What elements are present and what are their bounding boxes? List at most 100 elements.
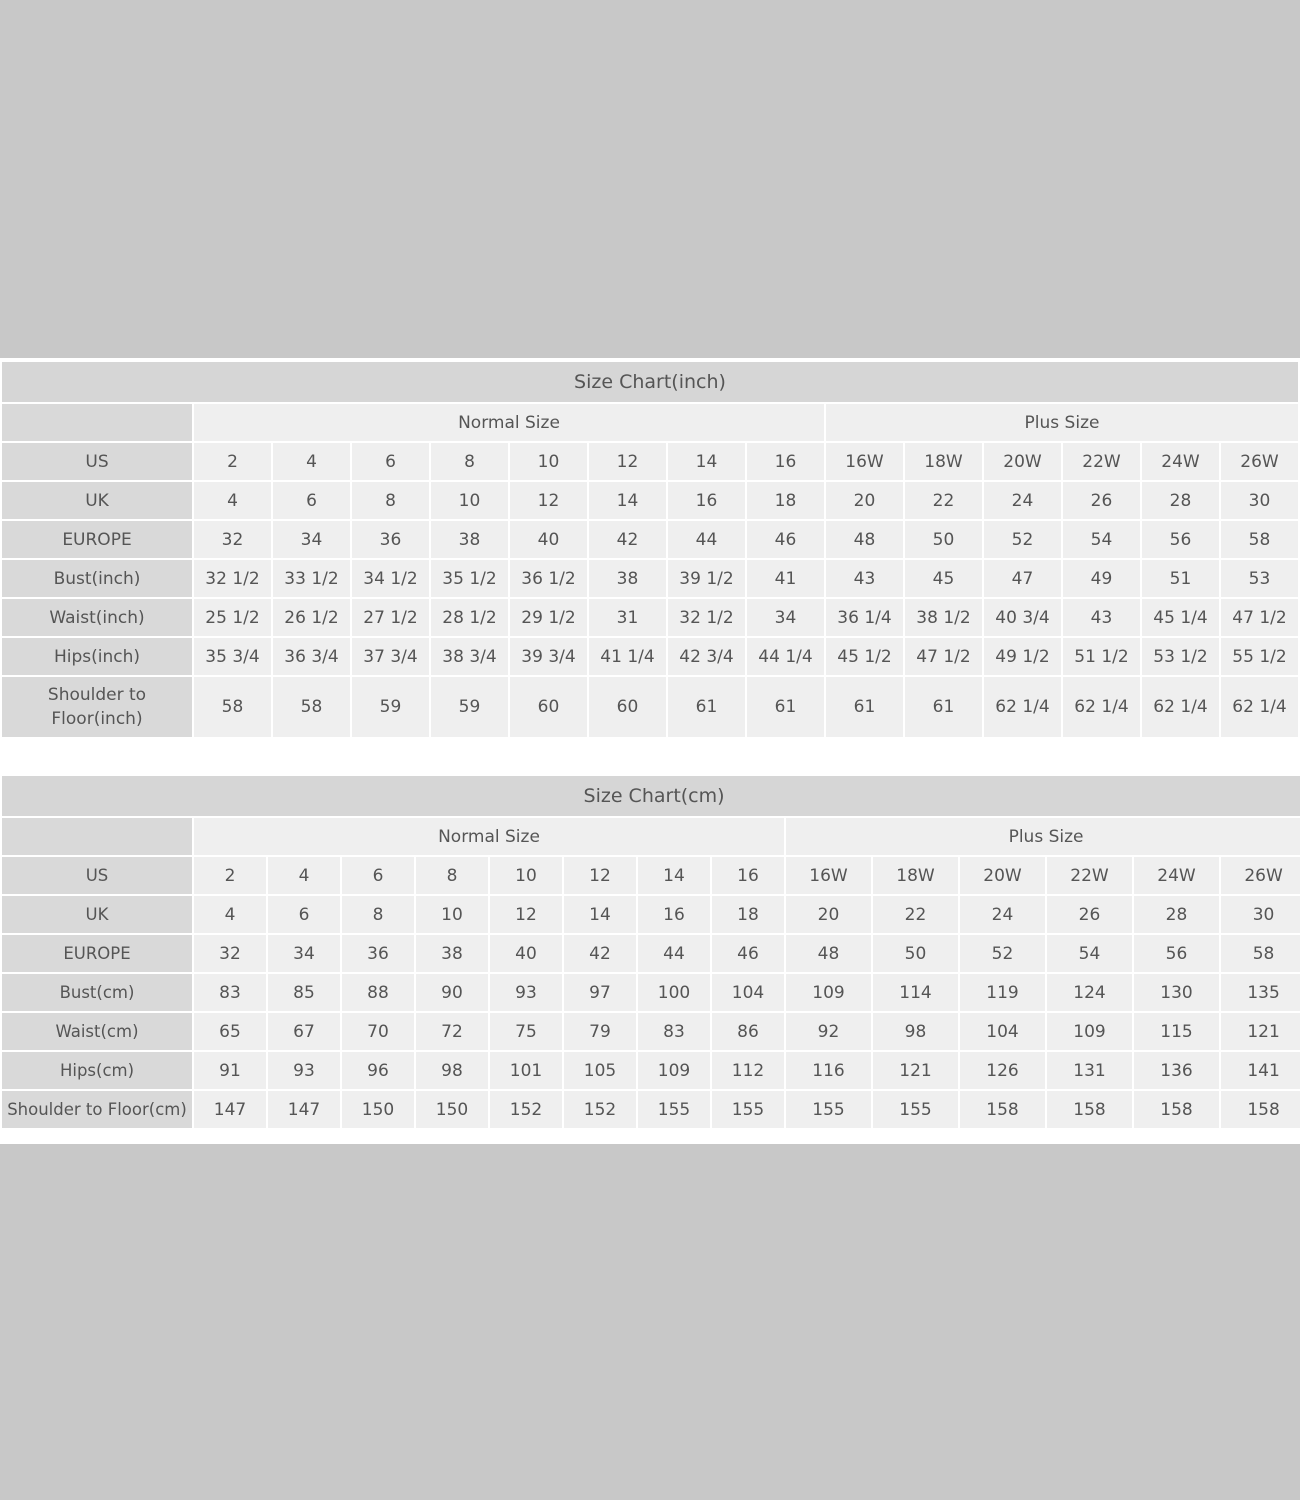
cell: 54 xyxy=(1063,521,1140,558)
cell: 45 1/4 xyxy=(1142,599,1219,636)
cell: 58 xyxy=(273,677,350,737)
cell: 22W xyxy=(1063,443,1140,480)
cell: 38 3/4 xyxy=(431,638,508,675)
size-table-cm: Size Chart(cm) Normal Size Plus Size US 2 4 6 8… xyxy=(0,774,1300,1130)
data-row: UK 4 6 8 10 12 14 16 18 20 22 24 26 28 30 xyxy=(2,482,1298,519)
cell: 38 xyxy=(416,935,488,972)
cell: 65 xyxy=(194,1013,266,1050)
row-label: EUROPE xyxy=(2,935,192,972)
cell: 36 1/2 xyxy=(510,560,587,597)
cell: 155 xyxy=(638,1091,710,1128)
cell: 109 xyxy=(786,974,871,1011)
cell: 147 xyxy=(194,1091,266,1128)
cell: 6 xyxy=(268,896,340,933)
cell: 16W xyxy=(786,857,871,894)
cell: 44 xyxy=(668,521,745,558)
cell: 32 xyxy=(194,521,271,558)
row-label: Bust(inch) xyxy=(2,560,192,597)
cell: 98 xyxy=(873,1013,958,1050)
data-row: Waist(inch) 25 1/2 26 1/2 27 1/2 28 1/2 29 1/… xyxy=(2,599,1298,636)
cell: 45 xyxy=(905,560,982,597)
cell: 152 xyxy=(564,1091,636,1128)
cell: 34 xyxy=(273,521,350,558)
cell: 83 xyxy=(638,1013,710,1050)
cell: 14 xyxy=(589,482,666,519)
row-label: UK xyxy=(2,482,192,519)
cell: 39 3/4 xyxy=(510,638,587,675)
cell: 10 xyxy=(510,443,587,480)
cell: 29 1/2 xyxy=(510,599,587,636)
group-header: Plus Size xyxy=(786,818,1300,855)
cell: 8 xyxy=(352,482,429,519)
cell: 93 xyxy=(490,974,562,1011)
cell: 35 3/4 xyxy=(194,638,271,675)
cell: 26W xyxy=(1221,857,1300,894)
cell: 46 xyxy=(712,935,784,972)
cell: 72 xyxy=(416,1013,488,1050)
cell: 98 xyxy=(416,1052,488,1089)
data-row: EUROPE 32 34 36 38 40 42 44 46 48 50 52 54 56 58 xyxy=(2,935,1300,972)
cell: 38 xyxy=(431,521,508,558)
row-label: UK xyxy=(2,896,192,933)
cell: 6 xyxy=(342,857,414,894)
cell: 24W xyxy=(1142,443,1219,480)
group-row: Normal Size Plus Size xyxy=(2,404,1298,441)
cell: 58 xyxy=(1221,521,1298,558)
data-row: Waist(cm) 65 67 70 72 75 79 83 86 92 98 104 109 115 12… xyxy=(2,1013,1300,1050)
cell: 10 xyxy=(490,857,562,894)
cell: 4 xyxy=(268,857,340,894)
cell: 67 xyxy=(268,1013,340,1050)
cell: 25 1/2 xyxy=(194,599,271,636)
cell: 61 xyxy=(668,677,745,737)
cell: 119 xyxy=(960,974,1045,1011)
cell: 141 xyxy=(1221,1052,1300,1089)
cell: 158 xyxy=(1047,1091,1132,1128)
cell: 150 xyxy=(416,1091,488,1128)
group-header: Normal Size xyxy=(194,818,784,855)
cell: 90 xyxy=(416,974,488,1011)
row-label: Bust(cm) xyxy=(2,974,192,1011)
cell: 6 xyxy=(352,443,429,480)
cell: 16 xyxy=(638,896,710,933)
cell: 147 xyxy=(268,1091,340,1128)
cell: 56 xyxy=(1134,935,1219,972)
row-label: US xyxy=(2,443,192,480)
cell: 43 xyxy=(826,560,903,597)
cell: 8 xyxy=(416,857,488,894)
row-label: US xyxy=(2,857,192,894)
size-table-inch: Size Chart(inch) Normal Size Plus Size US 2 4… xyxy=(0,360,1300,739)
cell: 61 xyxy=(905,677,982,737)
cell: 14 xyxy=(564,896,636,933)
cell: 16 xyxy=(747,443,824,480)
cell: 53 1/2 xyxy=(1142,638,1219,675)
row-label: EUROPE xyxy=(2,521,192,558)
cell: 36 xyxy=(352,521,429,558)
cell: 28 xyxy=(1142,482,1219,519)
cell: 32 1/2 xyxy=(668,599,745,636)
row-label: Hips(cm) xyxy=(2,1052,192,1089)
cell: 22 xyxy=(905,482,982,519)
cell: 16 xyxy=(712,857,784,894)
cell: 33 1/2 xyxy=(273,560,350,597)
cell: 121 xyxy=(873,1052,958,1089)
title-row: Size Chart(cm) xyxy=(2,776,1300,816)
cell: 130 xyxy=(1134,974,1219,1011)
cell: 61 xyxy=(826,677,903,737)
cell: 50 xyxy=(873,935,958,972)
data-row: Bust(inch) 32 1/2 33 1/2 34 1/2 35 1/2 36 1/2… xyxy=(2,560,1298,597)
cell: 62 1/4 xyxy=(1221,677,1298,737)
cell: 83 xyxy=(194,974,266,1011)
cell: 31 xyxy=(589,599,666,636)
cell: 100 xyxy=(638,974,710,1011)
cell: 62 1/4 xyxy=(984,677,1061,737)
title-row: Size Chart(inch) xyxy=(2,362,1298,402)
corner-cell xyxy=(2,404,192,441)
cell: 60 xyxy=(510,677,587,737)
cell: 34 1/2 xyxy=(352,560,429,597)
cell: 39 1/2 xyxy=(668,560,745,597)
cell: 35 1/2 xyxy=(431,560,508,597)
cell: 45 1/2 xyxy=(826,638,903,675)
cell: 28 xyxy=(1134,896,1219,933)
cell: 58 xyxy=(194,677,271,737)
cell: 40 xyxy=(490,935,562,972)
